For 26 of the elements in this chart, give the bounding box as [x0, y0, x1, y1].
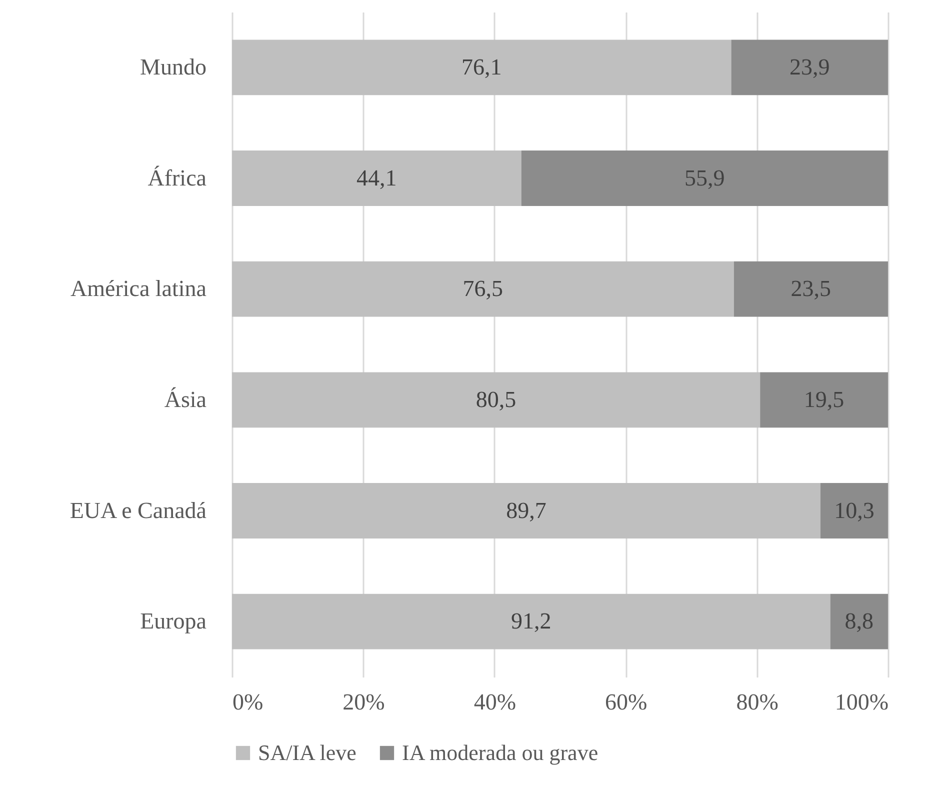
x-tick-label: 40%: [474, 690, 516, 714]
data-label: 55,9: [684, 165, 725, 190]
legend-label: IA moderada ou grave: [402, 740, 598, 765]
x-tick-label: 80%: [736, 690, 778, 714]
y-tick-label: Ásia: [164, 386, 206, 412]
data-label: 19,5: [804, 386, 844, 412]
y-tick-label: Europa: [140, 608, 206, 634]
legend-label: SA/IA leve: [258, 740, 356, 765]
data-label: 44,1: [356, 165, 397, 190]
data-label: 8,8: [844, 608, 874, 634]
y-tick-label: América latina: [70, 276, 206, 302]
y-tick-label: África: [148, 165, 206, 190]
data-label: 10,3: [834, 498, 874, 523]
x-tick-label: 20%: [342, 690, 385, 714]
x-tick-label: 60%: [605, 690, 648, 714]
y-tick-label: Mundo: [140, 54, 206, 80]
data-label: 23,9: [789, 54, 830, 80]
data-label: 23,5: [790, 276, 832, 302]
data-label: 76,1: [461, 54, 502, 80]
data-label: 91,2: [511, 608, 552, 634]
x-tick-label: 0%: [232, 690, 264, 714]
x-tick-label: 100%: [834, 690, 888, 714]
data-label: 80,5: [476, 386, 516, 412]
y-tick-label: EUA e Canadá: [70, 498, 206, 523]
data-label: 76,5: [462, 276, 504, 302]
data-label: 89,7: [506, 498, 546, 523]
